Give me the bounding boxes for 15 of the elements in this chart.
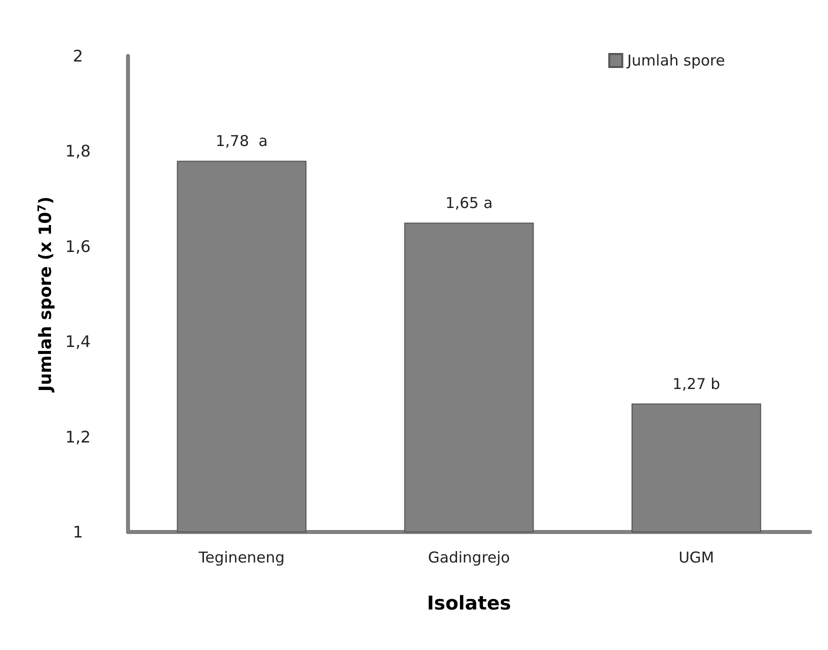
- y-tick-label: 2: [72, 46, 84, 66]
- y-axis-title: Jumlah spore (x 107): [35, 196, 56, 392]
- data-label: 1,27 b: [672, 374, 720, 393]
- y-tick-label: 1,8: [65, 142, 91, 161]
- data-label: 1,78 a: [216, 132, 268, 150]
- legend-label: Jumlah spore: [626, 52, 726, 70]
- y-tick-label: 1: [72, 522, 84, 542]
- y-tick-label: 1,2: [65, 427, 91, 446]
- x-tick-label: Tegineneng: [198, 548, 285, 566]
- x-axis-title: Isolates: [426, 592, 512, 614]
- x-tick-label: UGM: [678, 548, 714, 566]
- data-label: 1,65 a: [445, 194, 493, 212]
- y-tick-label: 1,6: [65, 236, 91, 256]
- x-tick-label: Gadingrejo: [428, 548, 510, 566]
- y-tick-label: 1,4: [65, 332, 91, 352]
